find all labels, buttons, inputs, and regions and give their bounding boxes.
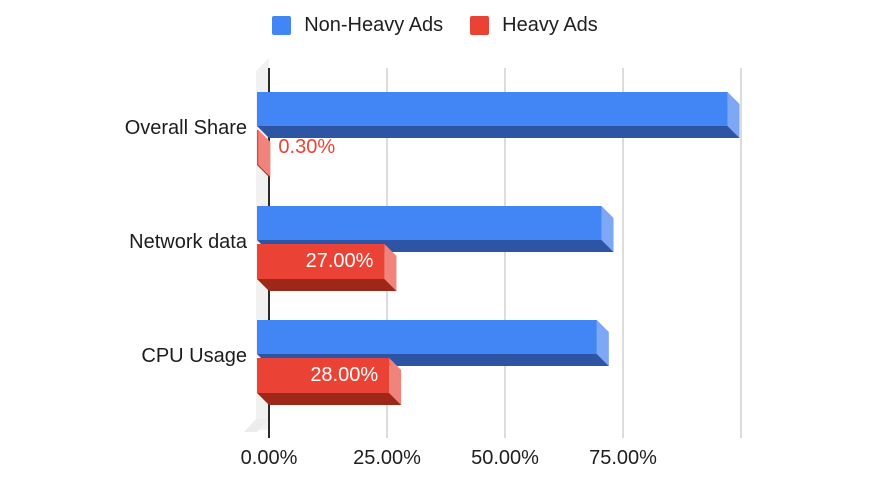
category-label-cpu-usage: CPU Usage	[141, 345, 247, 367]
category-label-network-data: Network data	[129, 231, 247, 253]
legend-swatch-heavy-ads	[470, 16, 490, 35]
bar-bottom-bevel	[257, 165, 271, 177]
bar-bottom-bevel	[257, 279, 397, 291]
legend-swatch-non-heavy-ads	[272, 16, 292, 35]
bar-heavy-ads-network-data	[257, 244, 397, 291]
bar-end-cap	[258, 130, 271, 177]
bar-face	[257, 130, 259, 165]
gridline	[504, 68, 506, 438]
legend-label-non-heavy-ads: Non-Heavy Ads	[304, 14, 444, 36]
bar-end-cap	[727, 92, 740, 138]
x-tick-label-25-00-: 25.00%	[353, 447, 421, 469]
bar-face	[257, 206, 602, 240]
bar-end-cap	[601, 206, 614, 252]
bar-heavy-ads-cpu-usage	[257, 358, 402, 405]
bar-bottom-bevel	[257, 393, 402, 405]
bar-face	[257, 358, 390, 393]
bar-bottom-bevel	[257, 126, 740, 138]
data-label-heavy-ads-network-data: 27.00%	[305, 250, 374, 272]
data-label-heavy-ads-cpu-usage: 28.00%	[310, 364, 379, 386]
legend-label-heavy-ads: Heavy Ads	[502, 14, 598, 36]
x-tick-label-0-00-: 0.00%	[240, 447, 298, 469]
gridline	[622, 68, 624, 438]
bar-end-cap	[596, 320, 609, 366]
bar-non-heavy-ads-cpu-usage	[257, 320, 609, 366]
bar-face	[257, 244, 385, 279]
data-label-heavy-ads-overall-share: 0.30%	[278, 136, 336, 158]
bar-non-heavy-ads-overall-share	[257, 92, 740, 138]
x-tick-label-50-00-: 50.00%	[471, 447, 539, 469]
bar-face	[257, 92, 728, 126]
x-tick-label-75-00-: 75.00%	[589, 447, 657, 469]
category-label-overall-share: Overall Share	[124, 117, 247, 139]
bar-face	[257, 320, 597, 354]
legend: Non-Heavy Ads Heavy Ads	[0, 14, 870, 37]
legend-item-non-heavy-ads: Non-Heavy Ads	[272, 14, 443, 37]
bar-end-cap	[384, 244, 397, 291]
gridline	[740, 68, 742, 438]
bar-heavy-ads-overall-share	[257, 130, 271, 177]
bar-end-cap	[389, 358, 402, 405]
legend-item-heavy-ads: Heavy Ads	[470, 14, 598, 37]
